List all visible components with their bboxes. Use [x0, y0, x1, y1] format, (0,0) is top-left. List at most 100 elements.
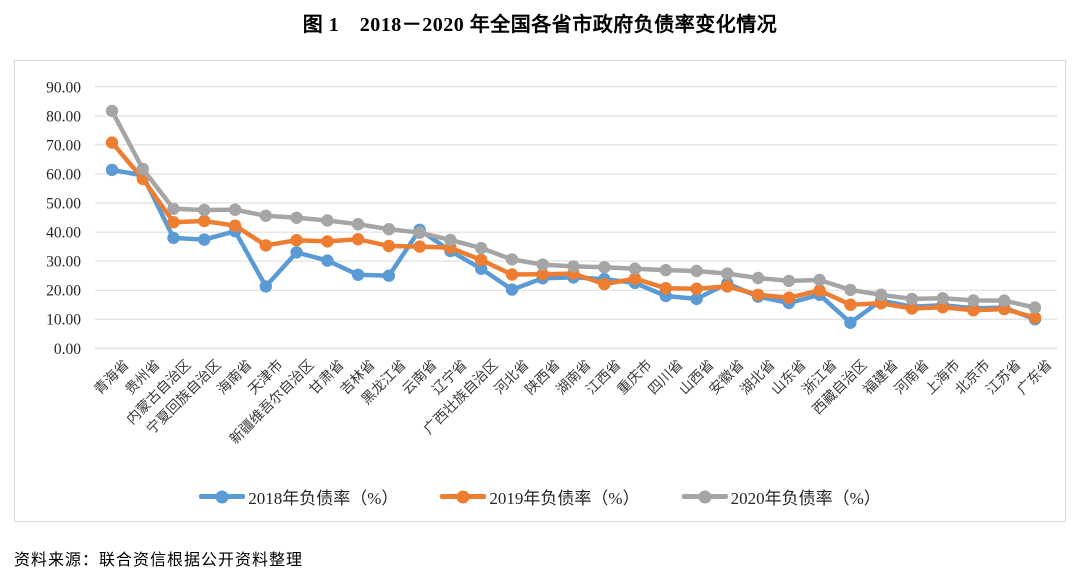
- data-point-marker: [321, 214, 334, 227]
- data-point-marker: [628, 272, 642, 285]
- data-point-marker: [351, 218, 365, 231]
- data-point-marker: [136, 162, 149, 176]
- data-point-marker: [628, 262, 642, 275]
- legend-label: 2019年负债率（%）: [489, 489, 640, 508]
- data-point-marker: [782, 291, 796, 304]
- data-point-marker: [413, 226, 426, 239]
- data-point-marker: [351, 233, 365, 246]
- y-tick-label: 70.00: [46, 137, 81, 154]
- legend-dot-icon: [698, 490, 712, 503]
- data-point-marker: [198, 214, 211, 228]
- data-point-marker: [598, 277, 611, 291]
- data-point-marker: [198, 203, 211, 217]
- data-point-marker: [998, 294, 1011, 307]
- data-point-marker: [198, 233, 211, 246]
- data-point-marker: [228, 219, 242, 232]
- data-point-marker: [167, 202, 180, 215]
- data-point-marker: [321, 235, 334, 248]
- data-point-marker: [321, 254, 334, 267]
- data-point-marker: [751, 288, 765, 301]
- data-point-marker: [290, 234, 303, 247]
- y-tick-label: 80.00: [46, 108, 81, 125]
- data-point-marker: [567, 260, 580, 273]
- data-point-marker: [259, 280, 272, 293]
- data-point-marker: [105, 136, 119, 149]
- data-point-marker: [967, 294, 980, 307]
- data-point-marker: [844, 298, 857, 311]
- legend-item-2018: 2018年负债率（%）: [199, 484, 398, 509]
- series-line-2018: [109, 167, 1038, 325]
- data-point-marker: [967, 304, 980, 317]
- data-point-marker: [659, 282, 672, 295]
- data-point-marker: [505, 268, 519, 281]
- data-point-marker: [690, 292, 703, 306]
- data-point-marker: [167, 216, 180, 229]
- legend-dot-icon: [215, 490, 229, 503]
- data-point-marker: [874, 288, 888, 301]
- data-point-marker: [782, 274, 796, 288]
- data-point-marker: [1028, 301, 1042, 314]
- data-point-marker: [659, 263, 672, 277]
- data-point-marker: [844, 283, 857, 297]
- data-point-marker: [721, 267, 734, 280]
- data-point-marker: [936, 301, 949, 314]
- data-point-marker: [813, 273, 826, 287]
- legend-item-2020: 2020年负债率（%）: [681, 484, 881, 509]
- data-point-marker: [475, 241, 488, 255]
- data-point-marker: [382, 269, 396, 282]
- chart-legend: 2018年负债率（%） 2019年负债率（%） 2020年负债率（%）: [15, 484, 1065, 509]
- data-point-marker: [905, 292, 919, 306]
- legend-marker-icon: [199, 490, 246, 503]
- y-tick-label: 10.00: [46, 312, 81, 329]
- data-point-marker: [1028, 311, 1042, 324]
- chart-area: 90.00 80.00 70.00 60.00 50.00 40.00 30.00 20.00…: [14, 60, 1066, 522]
- data-point-marker: [259, 239, 272, 252]
- data-point-marker: [413, 240, 426, 253]
- y-tick-label: 90.00: [46, 79, 81, 96]
- data-point-marker: [721, 280, 734, 293]
- legend-label: 2020年负债率（%）: [730, 489, 881, 508]
- y-tick-label: 30.00: [46, 254, 81, 271]
- data-point-marker: [690, 264, 703, 278]
- data-point-marker: [936, 292, 949, 305]
- data-point-marker: [475, 262, 488, 275]
- data-point-marker: [813, 284, 826, 297]
- data-point-marker: [228, 203, 242, 216]
- data-point-marker: [690, 282, 703, 295]
- data-point-marker: [598, 261, 611, 274]
- figure-title: 图 1 2018－2020 年全国各省市政府负债率变化情况: [302, 14, 778, 36]
- data-point-marker: [536, 268, 549, 281]
- legend-label: 2018年负债率（%）: [248, 489, 399, 508]
- data-point-marker: [105, 163, 119, 177]
- data-point-marker: [382, 223, 396, 236]
- y-tick-label: 0.00: [54, 341, 81, 358]
- data-point-marker: [351, 268, 365, 281]
- data-point-marker: [536, 258, 549, 271]
- data-point-marker: [998, 302, 1011, 316]
- data-point-marker: [844, 316, 857, 329]
- data-point-marker: [290, 246, 303, 259]
- data-point-marker: [874, 297, 888, 310]
- legend-item-2019: 2019年负债率（%）: [440, 484, 640, 509]
- legend-marker-icon: [681, 490, 728, 503]
- data-point-marker: [105, 104, 119, 118]
- y-tick-label: 40.00: [46, 225, 81, 242]
- data-point-marker: [444, 233, 457, 247]
- data-point-marker: [905, 302, 919, 315]
- legend-dot-icon: [456, 490, 470, 503]
- data-point-marker: [290, 211, 303, 224]
- source-note: 资料来源：联合资信根据公开资料整理: [14, 552, 304, 569]
- data-point-marker: [751, 271, 765, 285]
- series-line-2019: [109, 140, 1038, 320]
- data-point-marker: [505, 253, 519, 266]
- y-tick-label: 50.00: [46, 196, 81, 213]
- data-point-marker: [259, 209, 272, 222]
- y-tick-label: 20.00: [46, 283, 81, 300]
- data-point-marker: [505, 283, 519, 296]
- data-point-marker: [382, 239, 396, 253]
- data-point-marker: [475, 253, 488, 267]
- y-tick-label: 60.00: [46, 166, 81, 183]
- line-chart-plot: 90.00 80.00 70.00 60.00 50.00 40.00 30.00 20.00…: [46, 79, 1057, 358]
- legend-marker-icon: [440, 490, 487, 503]
- data-point-marker: [167, 231, 180, 245]
